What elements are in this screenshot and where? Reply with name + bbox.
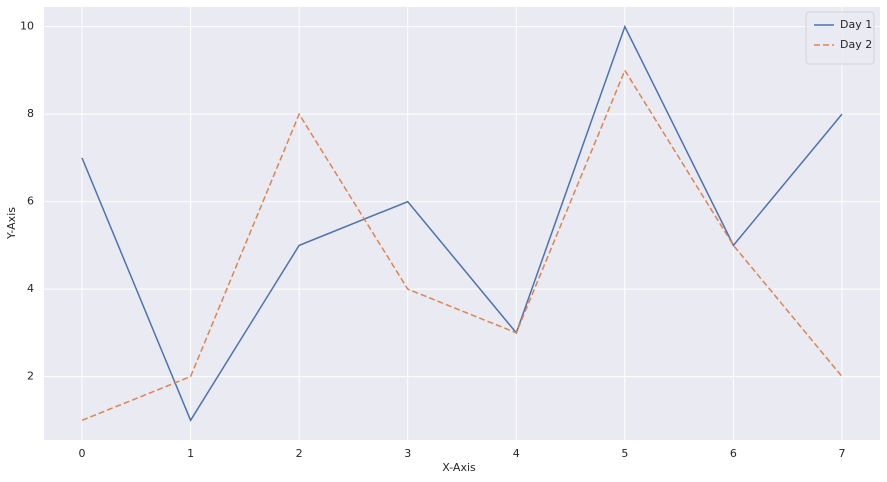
x-tick-label: 4 xyxy=(513,447,520,460)
y-tick-label: 4 xyxy=(27,282,34,295)
y-axis-label: Y-Axis xyxy=(5,207,18,240)
line xyxy=(81,68,843,422)
x-axis-label: X-Axis xyxy=(442,461,476,474)
y-tick-label: 10 xyxy=(20,20,34,33)
plot-area xyxy=(44,7,880,440)
x-tick-label: 1 xyxy=(187,447,194,460)
y-tick-label: 8 xyxy=(27,107,34,120)
x-tick-label: 5 xyxy=(621,447,628,460)
x-tick-label: 2 xyxy=(296,447,303,460)
line xyxy=(81,24,843,422)
y-tick-label: 2 xyxy=(27,370,34,383)
legend-label: Day 1 xyxy=(840,18,872,31)
legend-label: Day 2 xyxy=(840,38,872,51)
x-tick-label: 7 xyxy=(839,447,846,460)
x-tick-label: 3 xyxy=(404,447,411,460)
y-tick-label: 6 xyxy=(27,195,34,208)
x-tick-label: 6 xyxy=(730,447,737,460)
x-tick-label: 0 xyxy=(79,447,86,460)
